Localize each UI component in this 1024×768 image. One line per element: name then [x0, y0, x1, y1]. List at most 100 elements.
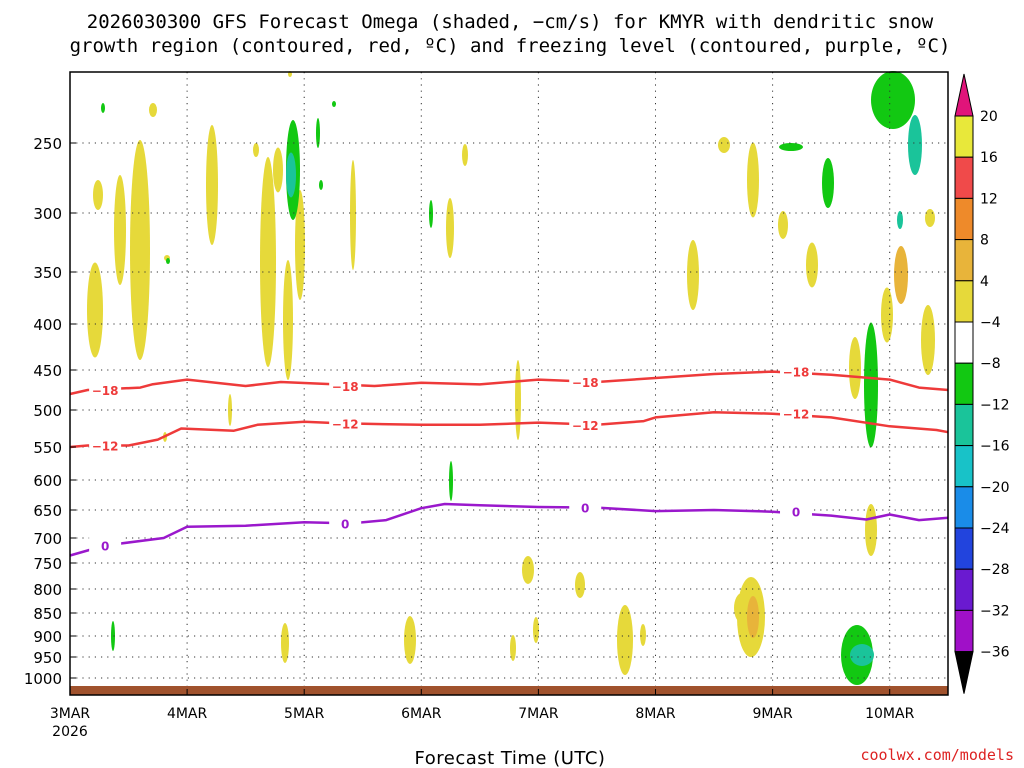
- colorbar-swatch: [954, 486, 974, 529]
- colorbar-label: 20: [980, 109, 998, 125]
- omega-shaded-region: [87, 262, 103, 358]
- omega-shaded-region: [779, 143, 803, 151]
- y-tick-label: 550: [33, 439, 62, 457]
- contour-line: [69, 502, 949, 557]
- omega-shaded-region: [283, 260, 293, 380]
- colorbar-label: 16: [980, 150, 998, 166]
- colorbar-label: −16: [980, 439, 1010, 455]
- omega-shaded-region: [350, 160, 356, 270]
- colorbar-label: −4: [980, 315, 1001, 331]
- omega-shaded-region: [206, 125, 218, 245]
- omega-shaded-region: [897, 211, 903, 229]
- omega-shaded-region: [921, 305, 935, 375]
- omega-shaded-region: [316, 118, 320, 148]
- contour-label-bg: [329, 378, 362, 394]
- omega-shaded-region: [734, 593, 750, 623]
- omega-shaded-region: [295, 190, 305, 300]
- colorbar-swatch: [954, 403, 974, 447]
- x-tick-sublabel: 2026: [52, 724, 88, 740]
- omega-shading: [87, 71, 935, 685]
- colorbar-swatch: [954, 197, 974, 241]
- colorbar-swatch: [954, 527, 974, 570]
- omega-shaded-region: [908, 115, 922, 175]
- omega-shaded-region: [894, 246, 908, 304]
- colorbar-bottom-arrow: [954, 651, 974, 694]
- contour-label: −12: [572, 419, 599, 433]
- omega-shaded-region: [871, 71, 915, 129]
- y-tick-label: 250: [33, 135, 62, 153]
- contour-label-bg: [569, 416, 602, 433]
- y-tick-label: 300: [33, 205, 62, 223]
- omega-shaded-region: [850, 644, 874, 666]
- colorbar-label: −36: [980, 645, 1010, 661]
- contour-label-bg: [89, 537, 122, 554]
- colorbar-swatch: [954, 609, 974, 653]
- x-tick-label: 9MAR: [752, 706, 793, 722]
- colorbar-swatch: [954, 156, 974, 199]
- omega-shaded-region: [778, 211, 788, 239]
- contour-label-bg: [89, 437, 122, 454]
- plot-frame: [69, 71, 949, 696]
- ground-terrain: [70, 686, 948, 695]
- x-tick-label: 6MAR: [401, 706, 442, 722]
- omega-shaded-region: [114, 175, 126, 285]
- omega-shaded-region: [879, 88, 891, 116]
- colorbar-label: −8: [980, 356, 1001, 372]
- omega-shaded-region: [429, 200, 433, 228]
- x-tick-label: 5MAR: [284, 706, 325, 722]
- plot-grid: [69, 72, 948, 695]
- omega-shaded-region: [404, 616, 416, 664]
- omega-shaded-region: [332, 101, 336, 107]
- contour-label: −12: [92, 440, 119, 454]
- omega-shaded-region: [286, 152, 296, 198]
- y-tick-label: 950: [33, 649, 62, 667]
- contour-label: 0: [101, 540, 109, 554]
- omega-shaded-region: [575, 572, 585, 598]
- y-tick-label: 650: [33, 502, 62, 520]
- y-tick-label: 350: [33, 264, 62, 282]
- colorbar: 20 16 12 8 4 −4 −8 −12 −16 −20 −24 −28 −32 −36: [954, 73, 1010, 694]
- y-tick-label: 900: [33, 628, 62, 646]
- omega-shaded-region: [260, 157, 276, 367]
- x-tick-label: 4MAR: [167, 706, 208, 722]
- omega-shaded-region: [166, 258, 170, 264]
- omega-shaded-region: [864, 322, 878, 448]
- omega-shaded-region: [462, 144, 468, 166]
- y-tick-label: 800: [33, 581, 62, 599]
- omega-shaded-region: [718, 137, 730, 153]
- y-tick-label: 450: [33, 362, 62, 380]
- colorbar-label: 4: [980, 274, 989, 290]
- colorbar-swatch: [954, 362, 974, 405]
- omega-shaded-region: [617, 605, 633, 675]
- omega-shaded-region: [687, 240, 699, 310]
- contour-label-bg: [329, 415, 362, 432]
- omega-shaded-region: [130, 140, 150, 360]
- omega-shaded-region: [522, 556, 534, 584]
- temperature-contours: −18 −18 −18 −18 −12 −12 −12 −12 0 0 0 0: [69, 363, 949, 557]
- contour-label: 0: [792, 506, 800, 520]
- omega-shaded-region: [319, 180, 323, 190]
- y-tick-label: 400: [33, 316, 62, 334]
- y-tick-label: 600: [33, 472, 62, 490]
- chart-title-line1: 2026030300 GFS Forecast Omega (shaded, −…: [87, 11, 934, 33]
- colorbar-swatch: [954, 568, 974, 611]
- omega-shaded-region: [747, 142, 759, 218]
- colorbar-label: −20: [980, 480, 1010, 496]
- chart-title-line2: growth region (contoured, red, ºC) and f…: [70, 35, 951, 57]
- contour-label: −12: [332, 417, 359, 431]
- colorbar-label: −12: [980, 397, 1010, 413]
- omega-shaded-region: [93, 180, 103, 210]
- contour-line: [69, 410, 949, 449]
- x-tick-label: 10MAR: [865, 706, 914, 722]
- omega-shaded-region: [515, 360, 521, 440]
- contour-label: −18: [572, 376, 599, 390]
- colorbar-swatch: [954, 321, 974, 364]
- colorbar-swatch: [954, 239, 974, 282]
- omega-shaded-region: [510, 635, 516, 661]
- contour-label-bg: [569, 499, 602, 516]
- contour-label-bg: [780, 363, 813, 380]
- omega-shaded-region: [281, 623, 289, 663]
- x-tick-label: 7MAR: [518, 706, 559, 722]
- omega-shaded-region: [149, 103, 157, 117]
- contour-label: 0: [341, 517, 349, 531]
